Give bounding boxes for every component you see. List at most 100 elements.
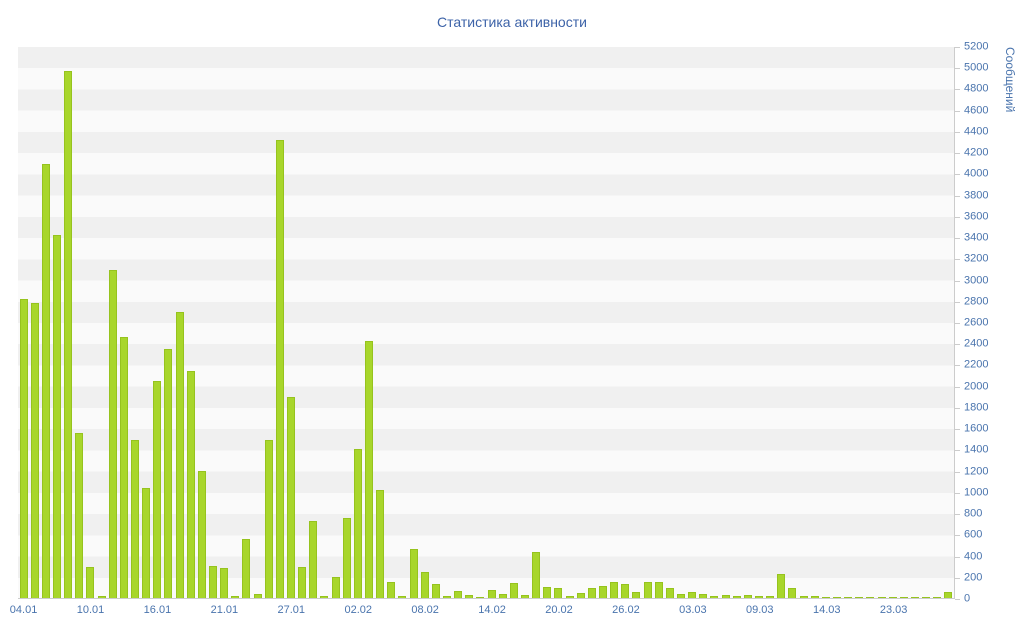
bar[interactable] bbox=[532, 552, 541, 598]
bar[interactable] bbox=[264, 440, 273, 598]
bar[interactable] bbox=[877, 597, 886, 598]
bar[interactable] bbox=[220, 567, 229, 598]
bar[interactable] bbox=[197, 470, 206, 598]
bar[interactable] bbox=[409, 549, 418, 598]
bar[interactable] bbox=[142, 487, 151, 598]
bar[interactable] bbox=[832, 597, 841, 598]
bar[interactable] bbox=[376, 489, 385, 598]
bar[interactable] bbox=[565, 595, 574, 598]
bar[interactable] bbox=[97, 596, 106, 598]
bar[interactable] bbox=[899, 597, 908, 598]
bar[interactable] bbox=[331, 576, 340, 598]
bar[interactable] bbox=[186, 371, 195, 598]
bar[interactable] bbox=[743, 595, 752, 598]
bar[interactable] bbox=[454, 590, 463, 598]
bar[interactable] bbox=[320, 596, 329, 598]
bar[interactable] bbox=[64, 71, 73, 598]
bar[interactable] bbox=[888, 597, 897, 598]
bar[interactable] bbox=[665, 588, 674, 598]
bar[interactable] bbox=[275, 140, 284, 598]
bar[interactable] bbox=[688, 592, 697, 598]
bar[interactable] bbox=[253, 593, 262, 598]
bar[interactable] bbox=[699, 593, 708, 598]
y-axis-tick-label: 200 bbox=[964, 571, 983, 584]
bar[interactable] bbox=[799, 595, 808, 598]
bar[interactable] bbox=[387, 581, 396, 598]
bar[interactable] bbox=[298, 567, 307, 598]
x-axis-tick-label: 21.01 bbox=[210, 604, 239, 616]
y-axis-tick-label: 4800 bbox=[964, 82, 989, 95]
x-axis-tick-label: 16.01 bbox=[143, 604, 172, 616]
y-axis-tick bbox=[955, 514, 960, 516]
bar[interactable] bbox=[208, 566, 217, 598]
bar[interactable] bbox=[119, 337, 128, 598]
y-axis-tick bbox=[955, 556, 960, 558]
bar[interactable] bbox=[442, 596, 451, 598]
bar[interactable] bbox=[498, 593, 507, 598]
bar[interactable] bbox=[153, 380, 162, 598]
bar[interactable] bbox=[910, 597, 919, 598]
y-axis-tick-label: 2600 bbox=[964, 316, 989, 329]
bar[interactable] bbox=[654, 581, 663, 598]
bar[interactable] bbox=[821, 596, 830, 598]
bar[interactable] bbox=[75, 432, 84, 598]
bar[interactable] bbox=[866, 596, 875, 598]
bar[interactable] bbox=[309, 520, 318, 598]
bar[interactable] bbox=[476, 596, 485, 598]
bar[interactable] bbox=[164, 349, 173, 598]
bar[interactable] bbox=[353, 448, 362, 598]
bar[interactable] bbox=[554, 587, 563, 598]
bar[interactable] bbox=[933, 597, 942, 598]
bar[interactable] bbox=[242, 538, 251, 598]
bar[interactable] bbox=[543, 587, 552, 598]
bar[interactable] bbox=[676, 594, 685, 598]
bar[interactable] bbox=[610, 582, 619, 598]
bar[interactable] bbox=[766, 596, 775, 598]
x-axis-tick-label: 26.02 bbox=[612, 604, 640, 616]
bar[interactable] bbox=[922, 597, 931, 598]
bar[interactable] bbox=[520, 595, 529, 598]
y-axis-tick-label: 3400 bbox=[964, 231, 989, 244]
bar[interactable] bbox=[621, 584, 630, 598]
bar[interactable] bbox=[777, 573, 786, 598]
y-axis-tick-label: 2000 bbox=[964, 380, 989, 393]
x-axis-tick-label: 14.02 bbox=[478, 604, 506, 616]
bar[interactable] bbox=[286, 397, 295, 598]
bar[interactable] bbox=[643, 582, 652, 598]
y-axis: 0 200 400 600 800 1000 1200 1400 1600 1800 2000 220… bbox=[955, 41, 1010, 604]
bar[interactable] bbox=[587, 588, 596, 598]
bar[interactable] bbox=[231, 596, 240, 598]
bar[interactable] bbox=[844, 596, 853, 598]
bar[interactable] bbox=[465, 594, 474, 598]
bar[interactable] bbox=[86, 567, 95, 598]
bar[interactable] bbox=[576, 593, 585, 598]
bar[interactable] bbox=[364, 340, 373, 598]
bar[interactable] bbox=[598, 586, 607, 598]
bar[interactable] bbox=[721, 594, 730, 598]
bar[interactable] bbox=[732, 596, 741, 598]
bar[interactable] bbox=[788, 588, 797, 598]
bar[interactable] bbox=[420, 571, 429, 598]
x-axis-tick-label: 08.02 bbox=[411, 604, 439, 616]
bar[interactable] bbox=[41, 163, 50, 598]
bar[interactable] bbox=[810, 596, 819, 598]
bar[interactable] bbox=[30, 303, 39, 598]
bar[interactable] bbox=[509, 583, 518, 598]
x-axis-tick-label: 14.03 bbox=[812, 604, 841, 616]
bar[interactable] bbox=[944, 591, 953, 598]
bar[interactable] bbox=[108, 269, 117, 598]
bar[interactable] bbox=[19, 299, 28, 598]
bar[interactable] bbox=[855, 597, 864, 598]
bar[interactable] bbox=[175, 311, 184, 598]
bar[interactable] bbox=[398, 596, 407, 598]
y-axis-tick-label: 3200 bbox=[964, 252, 989, 265]
bar[interactable] bbox=[754, 595, 763, 598]
bar[interactable] bbox=[52, 234, 61, 598]
bar[interactable] bbox=[130, 440, 139, 598]
bar[interactable] bbox=[487, 589, 496, 598]
bar[interactable] bbox=[710, 595, 719, 598]
bar[interactable] bbox=[632, 591, 641, 598]
bar[interactable] bbox=[431, 584, 440, 598]
bar[interactable] bbox=[342, 518, 351, 598]
